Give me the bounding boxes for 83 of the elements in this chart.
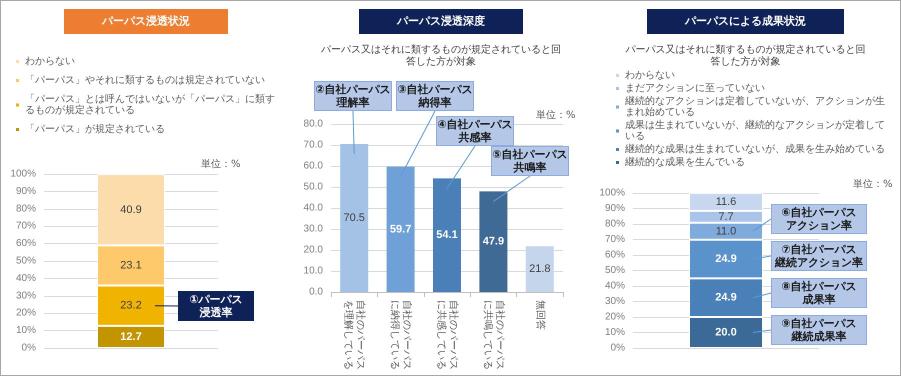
data-label: 23.1 bbox=[120, 259, 142, 272]
y-tick-label: 70% bbox=[604, 234, 626, 245]
legend-label: わからない bbox=[625, 70, 675, 81]
y-tick-label: 10% bbox=[16, 325, 36, 336]
y-tick-label: 0% bbox=[22, 342, 36, 354]
y-tick-label: 10% bbox=[604, 327, 626, 338]
x-tick-label: 自社のパーパスに納得している bbox=[389, 300, 414, 370]
data-label: 59.7 bbox=[390, 223, 412, 236]
chart-title: パーパス浸透深度 bbox=[396, 14, 485, 28]
bar bbox=[479, 191, 508, 292]
bar bbox=[340, 144, 368, 292]
y-tick-label: 30% bbox=[16, 290, 36, 302]
annotation: ⑦自社パーパス継続アクション率 bbox=[771, 241, 867, 271]
chart-title: パーパスによる成果状況 bbox=[684, 14, 806, 28]
data-label: 21.8 bbox=[529, 263, 551, 276]
bar bbox=[433, 178, 461, 292]
chart-subtitle: パーパス又はそれに類するものが規定されていると回答した方が対象 bbox=[320, 44, 561, 68]
chart-subtitle: パーパス又はそれに類するものが規定されていると回答した方が対象 bbox=[624, 44, 866, 68]
text: ③自社パーパス納得率 bbox=[396, 81, 474, 111]
annotation: ④自社パーパス共感率 bbox=[436, 116, 514, 146]
annotation: ⑨自社パーパス継続成果率 bbox=[771, 315, 867, 345]
data-label: 70.5 bbox=[343, 212, 365, 224]
y-tick-label: 0.0 bbox=[309, 286, 324, 298]
y-tick-label: 50.0 bbox=[304, 182, 324, 192]
y-tick-label: 40.0 bbox=[304, 202, 324, 214]
legend-label: わからない bbox=[25, 56, 75, 67]
y-tick-label: 30.0 bbox=[304, 224, 324, 234]
bar bbox=[526, 246, 554, 292]
y-tick-label: 70.0 bbox=[304, 140, 324, 150]
legend-label: 継続的な成果は生まれていないが、成果を生み始めている bbox=[624, 143, 885, 155]
annotation: ⑧自社パーパス成果率 bbox=[771, 278, 867, 308]
data-label: 23.2 bbox=[120, 300, 142, 312]
data-label: 20.0 bbox=[715, 326, 737, 338]
y-tick-label: 100% bbox=[10, 168, 36, 180]
legend-label: 成果は生まれていないが、継続的なアクションが定着している bbox=[625, 119, 885, 142]
y-tick-label: 60.0 bbox=[304, 160, 324, 172]
x-tick-label: 自社のパーパスに共感している bbox=[436, 300, 460, 370]
y-tick-label: 0% bbox=[610, 342, 626, 354]
data-label: 12.7 bbox=[120, 330, 142, 343]
y-tick-label: 80% bbox=[16, 203, 36, 214]
legend-label: まだアクションに至っていない bbox=[625, 83, 765, 94]
chart-title: パーパス浸透状況 bbox=[101, 14, 190, 28]
x-tick-label: 自社のパーパスに共鳴している bbox=[482, 300, 506, 370]
text: 単位：% bbox=[201, 158, 241, 171]
data-label: 24.9 bbox=[715, 292, 737, 304]
text: ②自社パーパス理解率 bbox=[314, 81, 392, 111]
data-label: 54.1 bbox=[436, 229, 458, 242]
text: 単位：% bbox=[853, 178, 893, 191]
text: 単位：% bbox=[536, 109, 576, 122]
y-tick-label: 40% bbox=[604, 280, 626, 292]
annotation: ⑤自社パーパス共鳴率 bbox=[491, 146, 569, 176]
legend-label: 「パーパス」とは呼んではいないが「パーパス」に類するものが規定されている bbox=[25, 93, 275, 116]
x-tick-label: 自社のパーパスを理解している bbox=[342, 300, 367, 370]
data-label: 24.9 bbox=[715, 253, 737, 266]
legend-label: 継続的な成果を生んでいる bbox=[624, 156, 745, 168]
data-label: 7.7 bbox=[718, 210, 734, 223]
y-tick-label: 70% bbox=[16, 220, 36, 232]
y-tick-label: 40% bbox=[16, 272, 36, 284]
data-label: 11.6 bbox=[716, 196, 736, 208]
data-label: 40.9 bbox=[120, 204, 142, 216]
y-tick-label: 60% bbox=[604, 250, 626, 260]
y-tick-label: 90% bbox=[604, 203, 626, 214]
x-tick-label: 無回答 bbox=[534, 300, 546, 330]
bar bbox=[386, 166, 415, 292]
y-tick-label: 100% bbox=[599, 188, 626, 198]
legend-label: 継続的なアクションは定着していないが、アクションが生まれ始めている bbox=[624, 95, 885, 118]
y-tick-label: 20% bbox=[604, 312, 626, 322]
y-tick-label: 60% bbox=[16, 238, 36, 250]
y-tick-label: 20.0 bbox=[304, 244, 324, 256]
annotation: ⑥自社パーパスアクション率 bbox=[771, 204, 867, 234]
y-tick-label: 20% bbox=[16, 308, 36, 319]
data-label: 47.9 bbox=[482, 236, 504, 248]
legend-label: 「パーパス」が規定されている bbox=[25, 123, 165, 135]
legend-label: 「パーパス」やそれに類するものは規定されていない bbox=[25, 74, 265, 86]
data-label: 11.0 bbox=[716, 225, 736, 238]
y-tick-label: 80% bbox=[604, 218, 626, 230]
y-tick-label: 90% bbox=[16, 186, 36, 197]
y-tick-label: 50% bbox=[604, 265, 626, 276]
annotation: ①パーパス浸透率 bbox=[178, 291, 254, 321]
y-tick-label: 50% bbox=[16, 256, 36, 266]
y-tick-label: 80.0 bbox=[304, 118, 324, 130]
y-tick-label: 30% bbox=[604, 296, 626, 307]
y-tick-label: 10.0 bbox=[304, 266, 324, 276]
